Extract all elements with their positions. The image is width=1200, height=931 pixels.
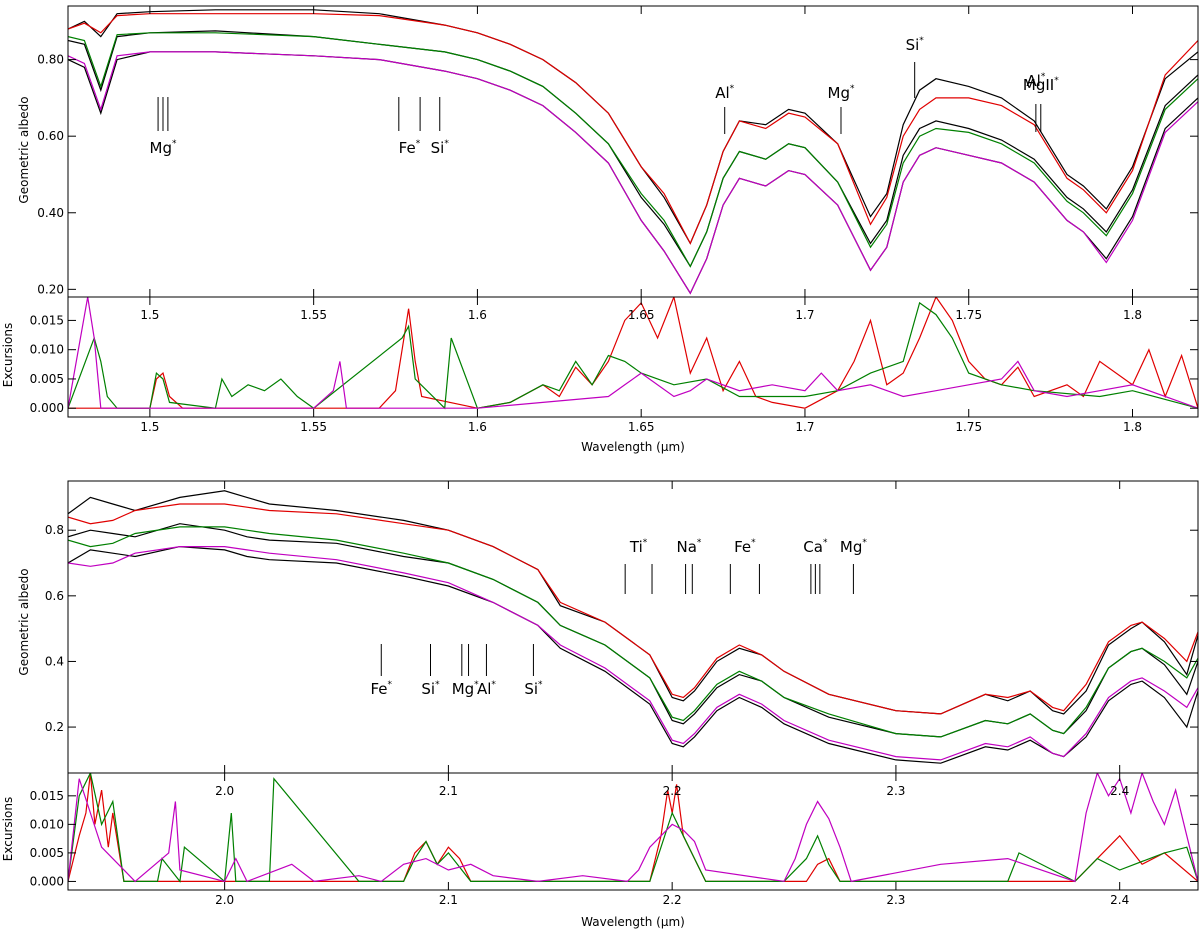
spectral-line-label: Si*: [906, 36, 925, 54]
x-tick-label: 1.7: [795, 420, 814, 434]
lower-excursions-ylabel: Excursions: [1, 797, 15, 861]
spectrum-line-6: [68, 51, 1198, 295]
y-tick-label: 0.40: [37, 206, 64, 220]
y-tick-label: 0.60: [37, 129, 64, 143]
x-tick-label: 2.2: [663, 893, 682, 907]
plot-frame: [67, 5, 1199, 298]
spectrum-line-1: [68, 297, 1198, 409]
spectral-line-label: Mg*: [828, 84, 855, 102]
upper-excursions-panel: 1.5 1.5 1.55 1.55 1.6 1.6 1.65 1.65 1.7 1.7 1.75 1.…: [30, 296, 1199, 434]
x-tick-label: 1.55: [300, 420, 327, 434]
lower-albedo-ylabel: Geometric albedo: [17, 568, 31, 675]
upper-x-axis-title: Wavelength (μm): [581, 440, 685, 454]
spectral-line-label: Fe*: [370, 680, 392, 698]
x-tick-label: 2.0: [215, 784, 234, 798]
spectrum-line-2: [68, 301, 1198, 410]
x-tick-label: 2.0: [215, 893, 234, 907]
y-tick-label: 0.6: [45, 589, 64, 603]
y-tick-label: 0.2: [45, 720, 64, 734]
y-tick-label: 0.010: [30, 343, 64, 357]
x-tick-label: 2.4: [1110, 893, 1129, 907]
y-tick-label: 0.000: [30, 874, 64, 888]
lower-excursions-panel: 2.0 2.0 2.1 2.1 2.2 2.2 2.3 2.3 2.4 2.4 0.000 0.005…: [30, 772, 1199, 907]
x-tick-label: 1.5: [140, 420, 159, 434]
spectrum-line-3: [68, 297, 1198, 409]
spectral-line-label: Mg*: [452, 680, 479, 698]
spectral-line-label: Ti*: [629, 538, 648, 556]
y-tick-label: 0.20: [37, 282, 64, 296]
y-tick-label: 0.015: [30, 313, 64, 327]
plot-frame: [67, 296, 1199, 418]
y-tick-label: 0.005: [30, 372, 64, 386]
x-tick-label: 2.4: [1110, 784, 1129, 798]
y-tick-label: 0.000: [30, 401, 64, 415]
spectrum-line-5: [68, 545, 1198, 764]
y-tick-label: 0.015: [30, 789, 64, 803]
spectrum-line-2: [68, 503, 1198, 715]
spectrum-line-1: [68, 490, 1198, 715]
plot-frame: [67, 480, 1199, 774]
lower-x-axis-title: Wavelength (μm): [581, 915, 685, 929]
spectral-line-label: Mg*: [150, 139, 177, 157]
spectral-line-label: Al*: [715, 84, 734, 102]
x-tick-label: 1.65: [628, 420, 655, 434]
y-tick-label: 0.4: [45, 654, 64, 668]
spectral-line-label: Al*: [477, 680, 496, 698]
x-tick-label: 1.75: [955, 420, 982, 434]
y-tick-label: 0.005: [30, 846, 64, 860]
y-tick-label: 0.8: [45, 523, 64, 537]
x-tick-label: 2.1: [439, 784, 458, 798]
x-tick-label: 2.2: [663, 784, 682, 798]
spectrum-line-3: [68, 773, 1198, 883]
plot-frame: [67, 772, 1199, 891]
spectral-line-label: Fe*: [399, 139, 421, 157]
spectral-line-label: Si*: [524, 680, 543, 698]
upper-albedo-ylabel: Geometric albedo: [17, 96, 31, 203]
x-tick-label: 2.1: [439, 893, 458, 907]
spectrum-line-2: [68, 13, 1198, 245]
spectral-line-label: MgII*: [1023, 76, 1059, 94]
x-tick-label: 1.8: [1123, 308, 1142, 322]
x-tick-label: 1.8: [1123, 420, 1142, 434]
lower-albedo-panel: 0.20.40.60.8Ti* Na* Fe* Ca* Mg*Fe* Si* Mg*Al* S…: [45, 480, 1199, 774]
x-tick-label: 2.3: [886, 784, 905, 798]
x-tick-label: 1.75: [955, 308, 982, 322]
spectral-line-label: Na*: [676, 538, 701, 556]
x-tick-label: 1.6: [468, 308, 487, 322]
spectral-line-label: Si*: [421, 680, 440, 698]
y-tick-label: 0.010: [30, 817, 64, 831]
x-tick-label: 1.6: [468, 420, 487, 434]
spectral-line-label: Ca*: [803, 538, 828, 556]
x-tick-label: 1.55: [300, 308, 327, 322]
spectrum-line-1: [68, 9, 1198, 245]
x-tick-label: 1.7: [795, 308, 814, 322]
y-tick-label: 0.80: [37, 53, 64, 67]
x-tick-label: 1.5: [140, 308, 159, 322]
spectral-line-label: Si*: [431, 139, 450, 157]
spectral-line-label: Mg*: [840, 538, 867, 556]
spectrum-line-3: [68, 30, 1198, 268]
spectrum-line-6: [68, 546, 1198, 761]
spectral-line-label: Fe*: [734, 538, 756, 556]
spectrum-line-4: [68, 526, 1198, 738]
x-tick-label: 2.3: [886, 893, 905, 907]
upper-excursions-ylabel: Excursions: [1, 323, 15, 387]
spectrum-line-3: [68, 523, 1198, 738]
spectrum-line-2: [68, 773, 1198, 883]
spectrum-line-4: [68, 32, 1198, 268]
x-tick-label: 1.65: [628, 308, 655, 322]
